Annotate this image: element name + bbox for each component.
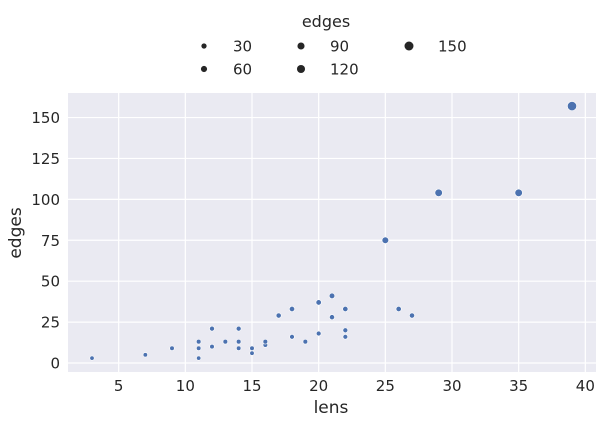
data-point — [315, 299, 322, 306]
y-tick-label: 125 — [31, 150, 60, 168]
data-point — [342, 334, 349, 340]
y-tick-label: 75 — [41, 232, 60, 250]
data-point — [409, 312, 415, 319]
data-point — [169, 345, 175, 351]
data-point — [395, 306, 402, 312]
grid-lines — [68, 93, 596, 372]
data-point — [342, 306, 349, 312]
data-point — [222, 339, 228, 345]
data-point — [249, 345, 255, 351]
x-tick-label: 30 — [442, 377, 461, 395]
data-point — [196, 339, 202, 345]
x-tick-label: 35 — [509, 377, 528, 395]
data-point — [142, 352, 148, 358]
data-point — [196, 355, 202, 361]
data-point — [249, 350, 255, 356]
x-tick-label: 25 — [376, 377, 395, 395]
data-point — [328, 292, 336, 300]
legend-marker — [296, 64, 306, 74]
data-point — [289, 306, 295, 312]
y-tick-label: 0 — [50, 355, 60, 373]
data-point — [514, 188, 523, 197]
data-point — [89, 355, 95, 361]
y-tick-labels: 0 25 50 75 100 125 150 — [31, 109, 60, 372]
data-point — [196, 345, 202, 351]
data-point — [275, 312, 282, 319]
data-point — [209, 325, 215, 332]
data-point — [315, 330, 322, 337]
data-point — [302, 339, 308, 345]
data-point — [567, 101, 577, 111]
data-point — [434, 188, 443, 197]
legend-entries: 30 90 150 60 120 — [200, 38, 467, 79]
legend-title: edges — [302, 12, 350, 31]
x-tick-label: 15 — [242, 377, 261, 395]
data-point — [329, 314, 335, 321]
legend-label: 90 — [330, 38, 349, 56]
x-tick-label: 20 — [309, 377, 328, 395]
y-axis-title: edges — [6, 207, 26, 259]
data-points — [89, 101, 577, 361]
data-point — [236, 339, 242, 345]
legend-label: 120 — [330, 61, 359, 79]
data-point — [235, 325, 242, 332]
legend-marker — [200, 65, 208, 73]
data-point — [381, 236, 389, 244]
x-axis-title: lens — [314, 398, 349, 418]
legend-label: 30 — [233, 38, 252, 56]
plot-background — [68, 93, 596, 372]
x-tick-label: 5 — [114, 377, 124, 395]
y-tick-label: 150 — [31, 109, 60, 127]
data-point — [262, 339, 268, 345]
y-tick-label: 100 — [31, 191, 60, 209]
data-point — [209, 344, 215, 350]
legend-label: 150 — [438, 38, 467, 56]
data-point — [236, 345, 242, 351]
legend-marker — [404, 41, 414, 51]
data-point — [342, 327, 349, 334]
x-tick-labels: 5 10 15 20 25 30 35 40 — [114, 377, 595, 395]
legend-label: 60 — [233, 61, 252, 79]
y-tick-label: 50 — [41, 273, 60, 291]
x-tick-label: 40 — [576, 377, 595, 395]
x-tick-label: 10 — [176, 377, 195, 395]
y-tick-label: 25 — [41, 314, 60, 332]
legend-marker — [297, 42, 305, 50]
data-point — [289, 334, 295, 340]
legend: edges 30 90 150 60 120 — [200, 12, 467, 79]
legend-marker — [201, 43, 207, 49]
